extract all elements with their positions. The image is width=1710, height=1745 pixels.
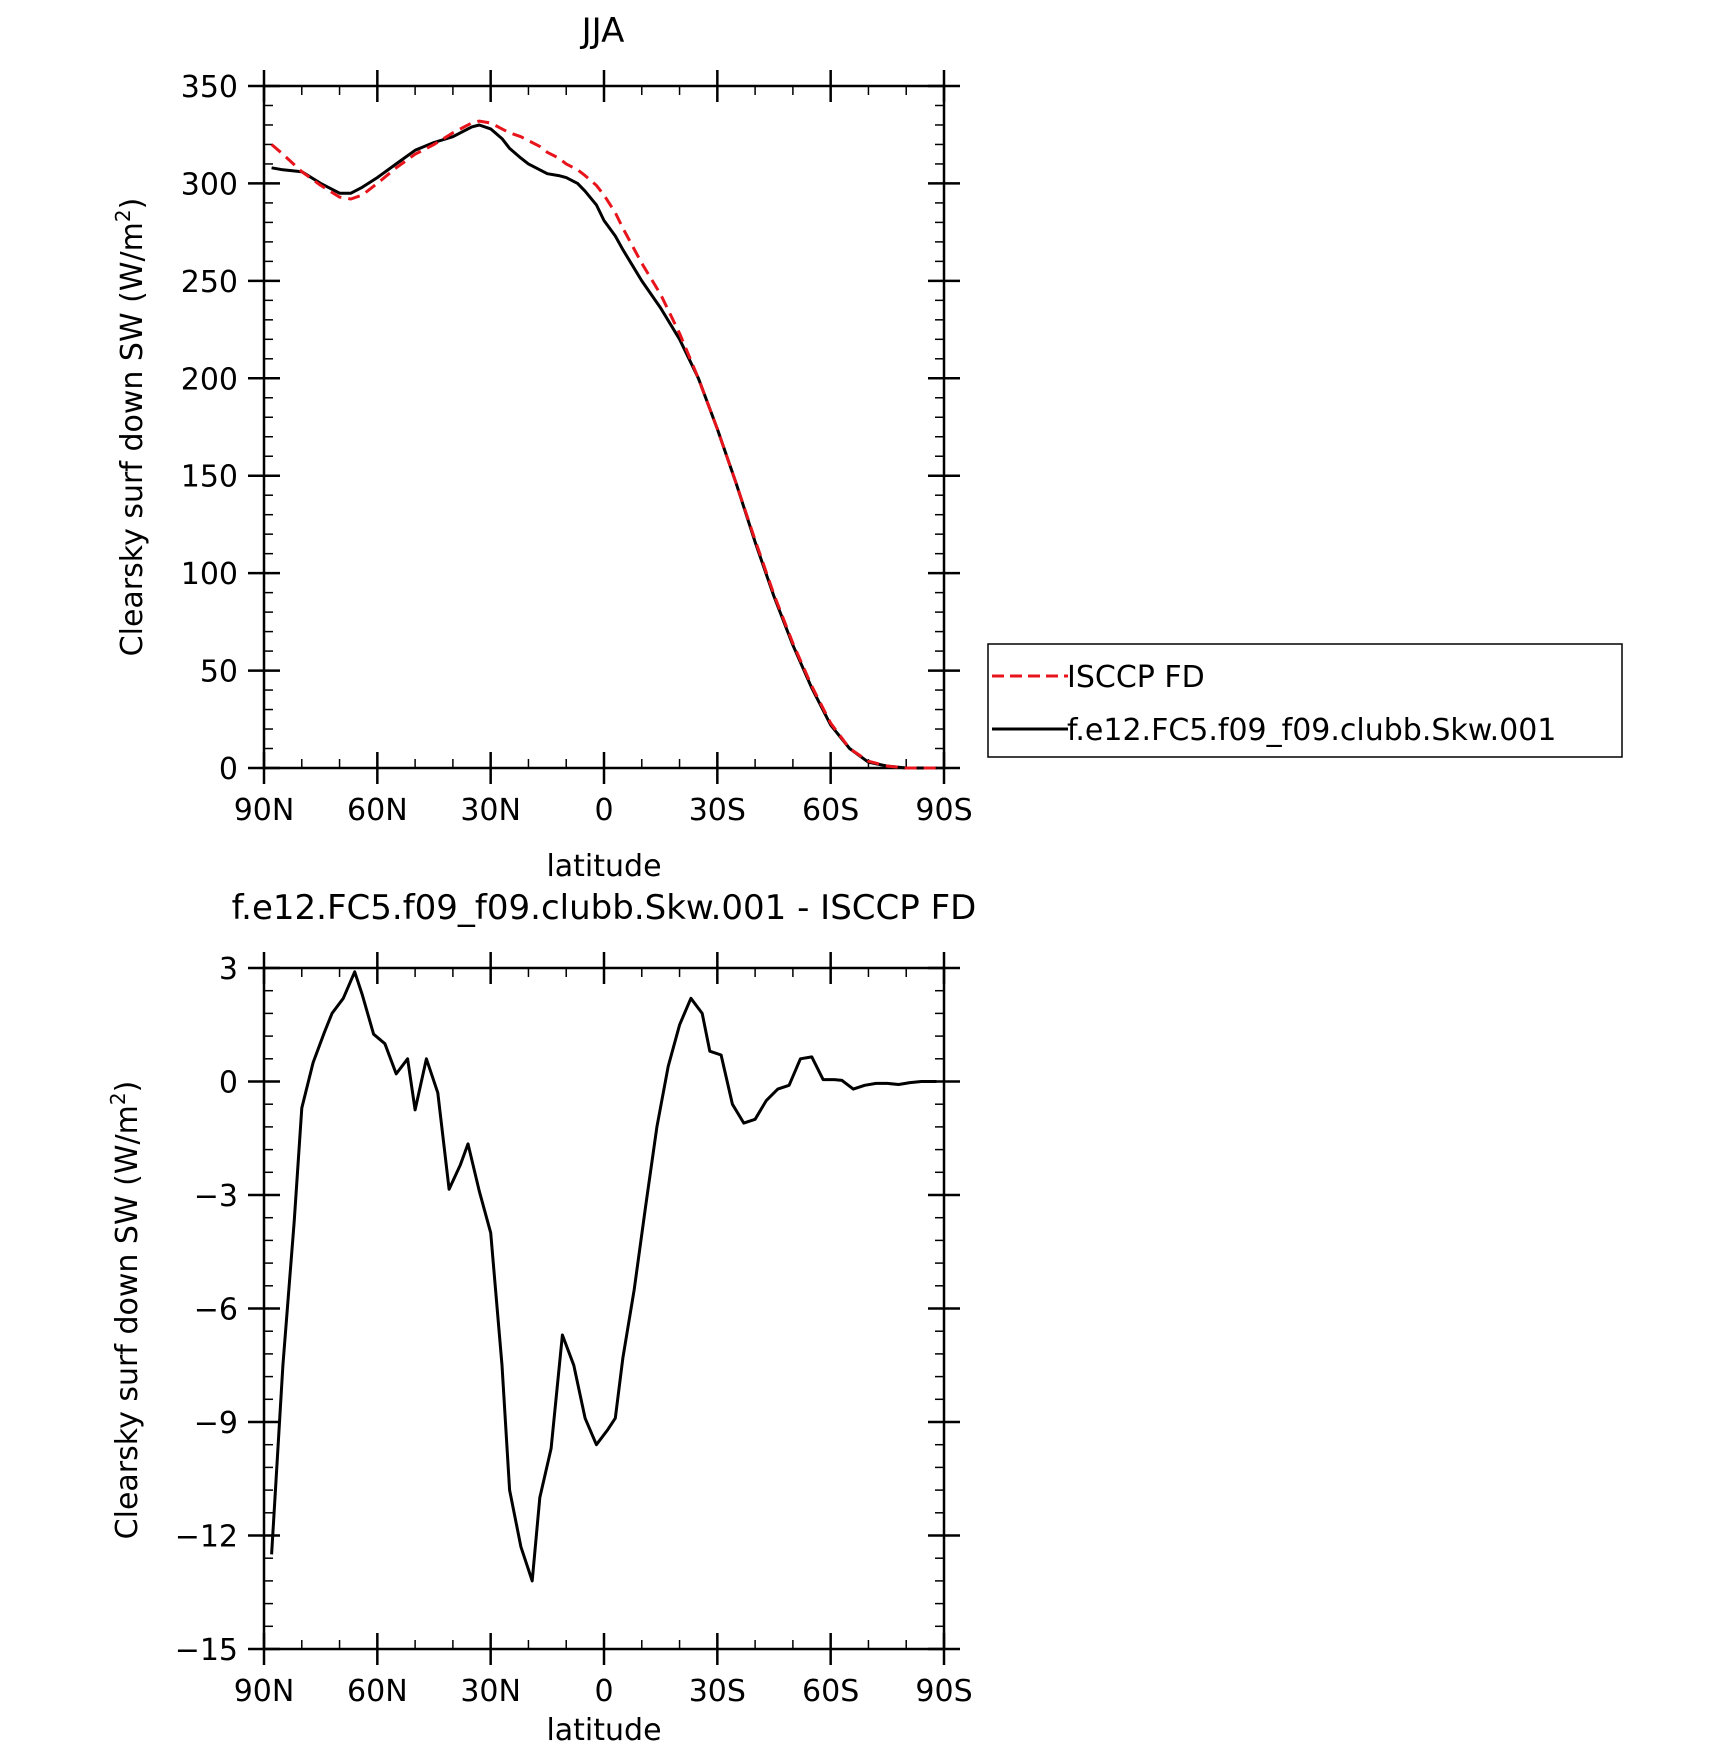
top-chart-title: JJA — [580, 11, 625, 51]
top-x-axis-label: latitude — [546, 849, 661, 884]
bottom-xtick-label: 90S — [915, 1674, 972, 1709]
top-y-axis-label-sup: 2 — [111, 209, 135, 222]
top-x-ticks: 90N 60N 30N 0 30S 60S 90S — [234, 70, 973, 828]
top-series-group — [270, 119, 937, 770]
top-xtick-label: 60N — [347, 793, 408, 828]
top-xtick-label: 60S — [802, 793, 859, 828]
legend-box — [987, 643, 1623, 758]
bottom-x-axis-label: latitude — [546, 1713, 661, 1745]
legend: ISCCP FD f.e12.FC5.f09_f09.clubb.Skw.001 — [987, 643, 1623, 758]
bottom-chart-title: f.e12.FC5.f09_f09.clubb.Skw.001 - ISCCP … — [232, 888, 977, 928]
bottom-panel: f.e12.FC5.f09_f09.clubb.Skw.001 - ISCCP … — [106, 888, 976, 1745]
top-series-line-model — [271, 123, 937, 770]
bottom-xtick-label: 30N — [460, 1674, 521, 1709]
top-xtick-label: 30N — [460, 793, 521, 828]
top-xtick-label: 0 — [594, 793, 613, 828]
bottom-ytick-label: −9 — [194, 1406, 238, 1441]
bottom-y-axis-label-main: Clearsky surf down SW (W/m — [110, 1105, 145, 1539]
top-plot-frame — [262, 84, 946, 770]
bottom-plot-frame — [262, 966, 946, 1651]
bottom-xtick-label: 60S — [802, 1674, 859, 1709]
top-ytick-label: 200 — [181, 362, 238, 397]
top-ytick-label: 250 — [181, 265, 238, 300]
bottom-minor-ticks — [264, 968, 944, 1649]
bottom-xtick-label: 90N — [234, 1674, 295, 1709]
top-ytick-label: 350 — [181, 70, 238, 105]
bottom-ytick-label: 0 — [219, 1066, 238, 1101]
top-xtick-label: 90S — [915, 793, 972, 828]
top-ytick-label: 150 — [181, 460, 238, 495]
bottom-xtick-label: 0 — [594, 1674, 613, 1709]
top-series-line-isccp — [270, 119, 937, 770]
top-y-axis-label-end: ) — [115, 198, 150, 210]
bottom-series-group — [270, 970, 937, 1583]
top-ytick-label: 50 — [200, 655, 238, 690]
bottom-y-axis-label: Clearsky surf down SW (W/m2) — [106, 1081, 145, 1540]
bottom-xtick-label: 30S — [689, 1674, 746, 1709]
bottom-ytick-label: −3 — [194, 1179, 238, 1214]
top-panel: JJA 0 50 100 150 200 250 300 350 90N 60N 30N 0 30S 6… — [111, 11, 1623, 884]
legend-label-model: f.e12.FC5.f09_f09.clubb.Skw.001 — [1067, 713, 1556, 748]
top-ytick-label: 100 — [181, 557, 238, 592]
bottom-series-line-difference — [270, 970, 937, 1583]
bottom-xtick-label: 60N — [347, 1674, 408, 1709]
top-y-ticks: 0 50 100 150 200 250 300 350 — [181, 70, 960, 787]
top-xtick-label: 30S — [689, 793, 746, 828]
top-y-axis-label: Clearsky surf down SW (W/m2) — [111, 198, 150, 657]
bottom-ytick-label: −15 — [175, 1633, 238, 1668]
bottom-x-ticks: 90N 60N 30N 0 30S 60S 90S — [234, 952, 973, 1709]
bottom-ytick-label: −12 — [175, 1520, 238, 1555]
bottom-y-ticks: −15 −12 −9 −6 −3 0 3 — [175, 952, 960, 1668]
top-xtick-label: 90N — [234, 793, 295, 828]
bottom-ytick-label: 3 — [219, 952, 238, 987]
top-ytick-label: 300 — [181, 167, 238, 202]
bottom-ytick-label: −6 — [194, 1293, 238, 1328]
bottom-y-axis-label-sup: 2 — [106, 1092, 130, 1105]
top-ytick-label: 0 — [219, 752, 238, 787]
top-minor-ticks — [264, 86, 944, 768]
legend-label-isccp: ISCCP FD — [1067, 660, 1205, 695]
bottom-y-axis-label-end: ) — [110, 1081, 145, 1093]
top-y-axis-label-main: Clearsky surf down SW (W/m — [115, 222, 150, 656]
